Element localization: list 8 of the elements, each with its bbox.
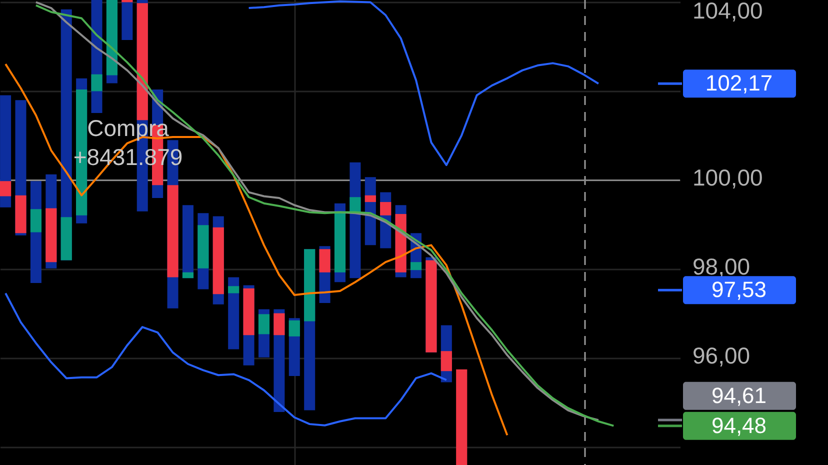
y-tick-label: 100,00 [692,164,763,191]
ref-line-label: 102,17 [705,70,773,96]
ref-line-label: 97,53 [711,277,767,302]
y-tick-label: 104,00 [692,0,763,24]
ref-line-label: 94,61 [711,382,767,408]
ref-line-label: 94,48 [711,412,767,438]
y-tick-label: 96,00 [692,342,750,369]
y-tick-label: 98,00 [692,254,750,280]
